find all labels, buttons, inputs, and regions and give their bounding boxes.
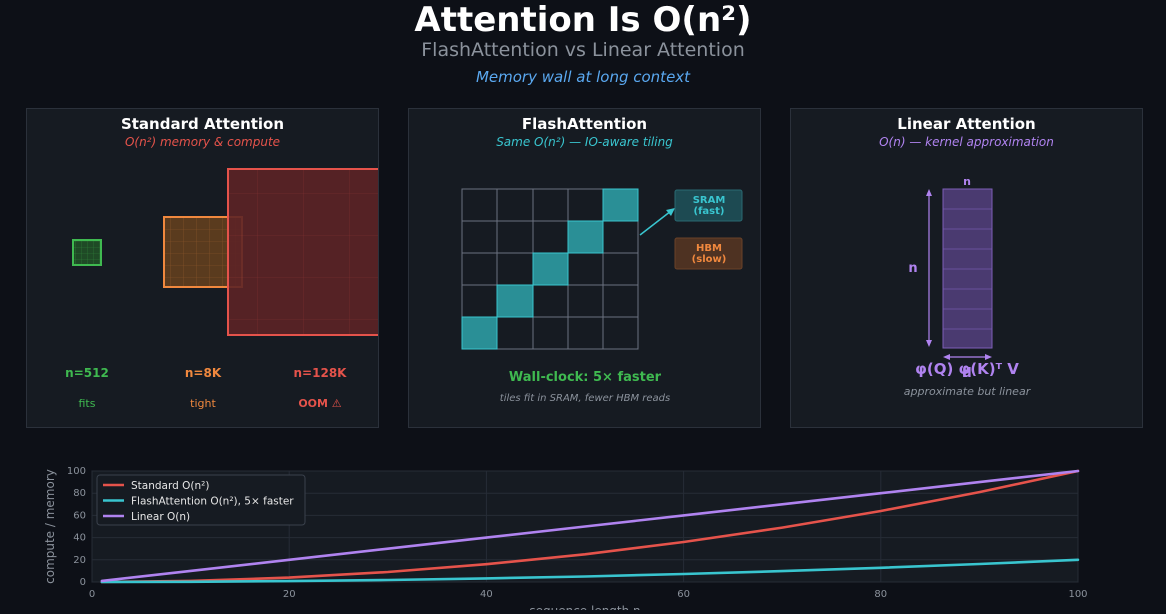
y-tick-label: 40 xyxy=(73,533,86,544)
scaling-chart-svg: 0 20 40 60 80 100 0 20 40 60 80 100 compute / memory… xyxy=(43,466,1088,614)
scaling-chart: 0 20 40 60 80 100 0 20 40 60 80 100 compute / memory… xyxy=(0,455,1166,614)
flashattention-panel: SRAM (fast) HBM (slow) Wall-clock: 5× fa… xyxy=(408,108,761,428)
standard-attention-title: Standard Attention xyxy=(120,115,285,133)
dim-bottom-label: d xyxy=(962,366,971,381)
y-tick-label: 80 xyxy=(73,488,86,499)
linear-attention-diagram: n n d φ(Q) φ(K)ᵀ V approximate but linea… xyxy=(904,175,1032,398)
sram-box xyxy=(674,189,743,222)
status-large: OOM ⚠ xyxy=(298,397,341,410)
linear-formula: φ(Q) φ(K)ᵀ V xyxy=(915,360,1019,378)
x-tick-label: 20 xyxy=(283,589,296,600)
standard-attention-subtitle: O(n²) memory & compute xyxy=(124,135,281,149)
n-label-small: n=512 xyxy=(65,366,109,380)
series-line-0 xyxy=(100,469,1080,584)
status-medium: tight xyxy=(190,397,216,410)
flashattention-diagram: SRAM (fast) HBM (slow) Wall-clock: 5× fa… xyxy=(461,188,743,404)
linear-attention-subtitle: O(n) — kernel approximation xyxy=(879,135,1054,149)
kv-matrix xyxy=(942,188,993,349)
page-title: Attention Is O(n²) xyxy=(414,0,752,40)
linear-attention-title: Linear Attention xyxy=(897,115,1036,133)
flash-note: tiles fit in SRAM, fewer HBM reads xyxy=(500,393,670,404)
legend-label-2: Linear O(n) xyxy=(131,511,190,523)
standard-attention-panel: n=512 n=8K n=128K fits tight OOM ⚠ Stand… xyxy=(26,108,379,428)
y-tick-label: 100 xyxy=(67,466,86,477)
page-subtitle: FlashAttention vs Linear Attention xyxy=(421,39,745,61)
legend-label-0: Standard O(n²) xyxy=(131,480,209,492)
hbm-box xyxy=(674,237,743,270)
svg-text:SRAM: SRAM xyxy=(693,195,726,206)
status-small: fits xyxy=(79,397,96,410)
svg-text:HBM: HBM xyxy=(696,243,722,254)
n-label-large: n=128K xyxy=(294,366,348,380)
y-tick-label: 20 xyxy=(73,555,86,566)
linear-attention-panel: n n d φ(Q) φ(K)ᵀ V approximate but linea… xyxy=(790,108,1143,428)
legend-label-1: FlashAttention O(n²), 5× faster xyxy=(131,496,294,508)
x-tick-label: 60 xyxy=(677,589,690,600)
series-line-1 xyxy=(100,558,1080,584)
x-tick-label: 40 xyxy=(480,589,493,600)
x-axis-label: sequence length n xyxy=(529,604,640,610)
linear-note: approximate but linear xyxy=(904,385,1032,398)
y-tick-label: 0 xyxy=(80,577,86,588)
series-line-2 xyxy=(100,469,1080,583)
x-tick-label: 80 xyxy=(874,589,887,600)
dim-side-label: n xyxy=(908,261,917,276)
svg-text:(slow): (slow) xyxy=(692,254,727,265)
dim-top-label: n xyxy=(963,175,971,188)
svg-text:(fast): (fast) xyxy=(694,206,725,217)
page-tagline: Memory wall at long context xyxy=(475,68,691,86)
y-tick-label: 60 xyxy=(73,510,86,521)
y-axis-label: compute / memory xyxy=(43,469,57,584)
standard-attention-diagram: n=512 n=8K n=128K fits tight OOM ⚠ xyxy=(65,168,378,410)
diagonal-tiles xyxy=(461,188,639,350)
legend-box xyxy=(96,474,306,526)
speedup-label: Wall-clock: 5× faster xyxy=(509,370,662,385)
flashattention-subtitle: Same O(n²) — IO-aware tiling xyxy=(496,135,673,149)
x-tick-label: 100 xyxy=(1068,589,1087,600)
flashattention-title: FlashAttention xyxy=(521,115,648,133)
x-tick-label: 0 xyxy=(89,589,95,600)
n-label-medium: n=8K xyxy=(185,366,222,380)
sram-arrow xyxy=(639,210,672,236)
